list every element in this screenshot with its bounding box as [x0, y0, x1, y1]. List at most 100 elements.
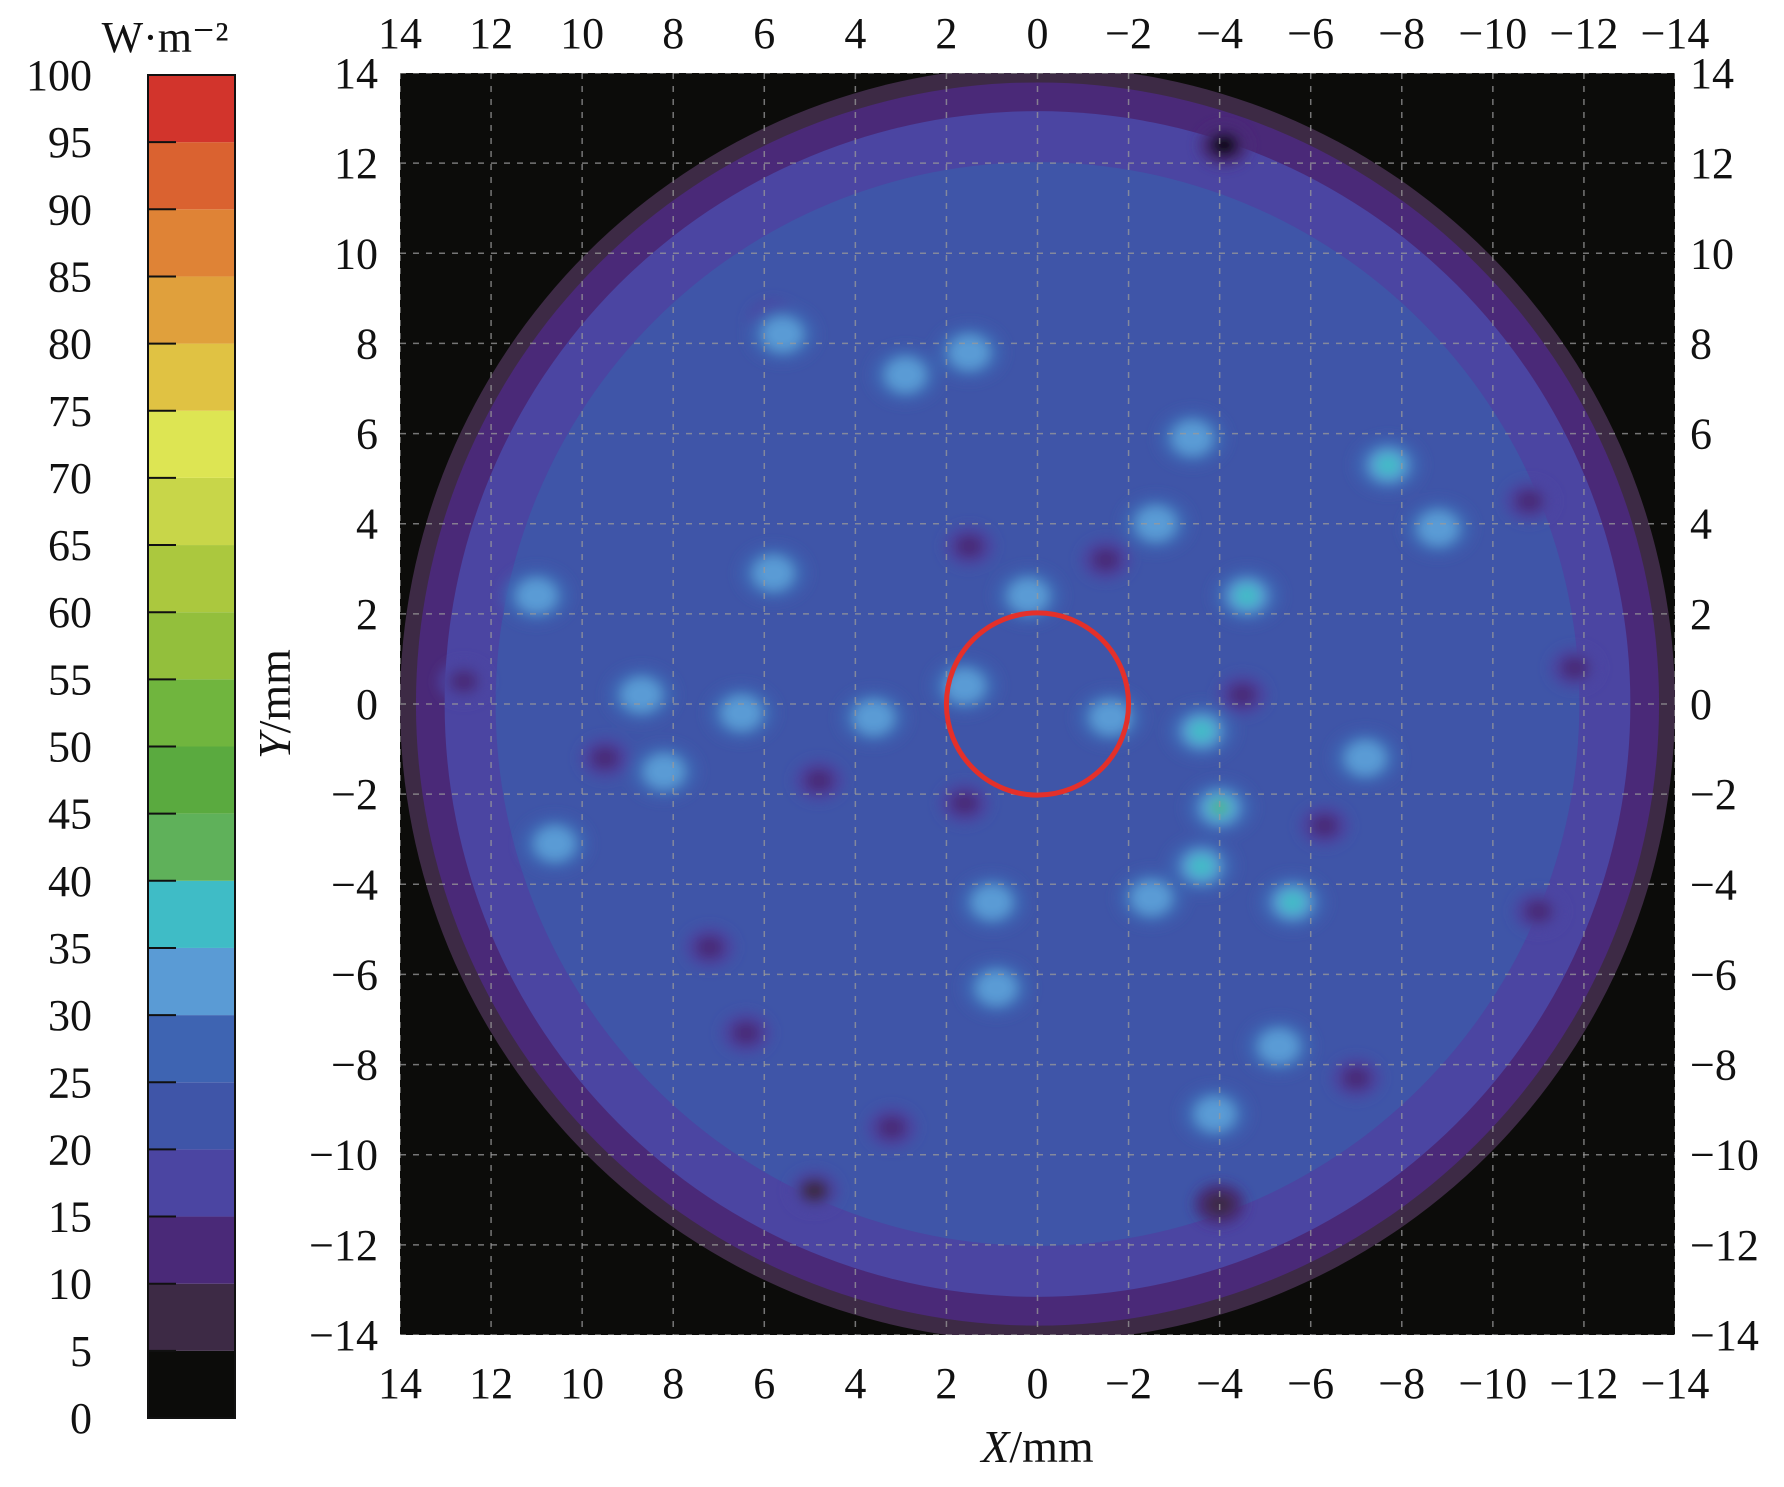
x-tick-label-top: 0: [1027, 9, 1049, 58]
colorbar-band-5: [148, 1015, 235, 1083]
colorbar-band-17: [148, 209, 235, 277]
field-spots: [438, 124, 1600, 1225]
hot-spot: [1007, 578, 1049, 614]
colorbar-tick-label: 20: [48, 1125, 92, 1174]
x-tick-label-bottom: 6: [753, 1359, 775, 1408]
hot-spot: [752, 555, 794, 591]
axis-variable: Y: [249, 729, 300, 759]
y-tick-label-right: −14: [1690, 1311, 1759, 1360]
hot-spot-core: [1235, 585, 1259, 606]
hot-spot-core: [1280, 892, 1305, 913]
colorbar-tick-label: 5: [70, 1327, 92, 1376]
x-tick-label-top: −10: [1458, 9, 1527, 58]
colorbar-band-15: [148, 343, 235, 411]
x-tick-label-top: −6: [1287, 9, 1334, 58]
y-tick-label-left: −10: [309, 1131, 378, 1180]
x-tick-label-bottom: 4: [844, 1359, 866, 1408]
hot-spot: [944, 668, 986, 704]
colorbar-tick-label: 100: [26, 51, 92, 100]
y-tick-label-right: −6: [1690, 950, 1737, 999]
hot-spot: [516, 578, 558, 614]
cool-spot: [1091, 547, 1121, 572]
y-tick-label-right: 14: [1690, 49, 1734, 98]
x-tick-label-bottom: 2: [935, 1359, 957, 1408]
hot-spot-core: [1189, 856, 1214, 877]
y-tick-label-left: −6: [331, 950, 378, 999]
cool-spot: [695, 935, 725, 960]
hot-spot: [1130, 880, 1172, 916]
colorbar-tick-label: 80: [48, 320, 92, 369]
cool-spot: [799, 1178, 829, 1203]
colorbar-band-2: [148, 1216, 235, 1284]
x-axis-title: X/mm: [979, 1421, 1094, 1472]
colorbar-tick-label: 10: [48, 1260, 92, 1309]
y-tick-label-right: 2: [1690, 590, 1712, 639]
x-tick-label-bottom: 8: [662, 1359, 684, 1408]
hot-spot: [1171, 420, 1213, 456]
colorbar-tick-label: 75: [48, 387, 92, 436]
y-tick-label-right: 4: [1690, 500, 1712, 549]
cool-spot: [954, 534, 984, 559]
highlight-circle: [943, 610, 1132, 798]
y-tick-label-left: 10: [334, 229, 378, 278]
y-tick-label-right: −4: [1690, 860, 1737, 909]
x-tick-label-bottom: −14: [1641, 1359, 1710, 1408]
x-tick-label-top: 6: [753, 9, 775, 58]
x-tick-label-top: −14: [1641, 9, 1710, 58]
y-tick-label-right: 6: [1690, 410, 1712, 459]
y-axis-title: Y/mm: [249, 649, 300, 759]
cool-spot: [1227, 683, 1257, 707]
colorbar-band-9: [148, 746, 235, 814]
x-tick-label-top: 8: [662, 9, 684, 58]
x-tick-label-bottom: 12: [469, 1359, 513, 1408]
cool-spot: [804, 768, 834, 793]
y-tick-label-left: −14: [309, 1311, 378, 1360]
hot-spot: [534, 826, 576, 862]
y-tick-label-right: −10: [1690, 1131, 1759, 1180]
hot-spot-core: [1376, 455, 1400, 476]
y-tick-label-left: 14: [334, 49, 378, 98]
x-axis-top-ticks: 14 12 10 8 6 4 2 0 −2 −4 −6 −8 −10 −12 −14: [378, 9, 1709, 58]
colorbar-band-18: [148, 142, 235, 210]
axis-unit: /mm: [249, 649, 300, 734]
hot-spot: [1417, 510, 1459, 546]
colorbar-bands: [148, 75, 235, 1418]
colorbar-tick-label: 15: [48, 1193, 92, 1242]
hot-spot: [1194, 1096, 1236, 1132]
cool-spot: [590, 746, 620, 770]
cool-spot: [1309, 813, 1339, 838]
colorbar-tick-label: 60: [48, 588, 92, 637]
grid-lines: [400, 73, 1675, 1335]
x-tick-label-bottom: −2: [1105, 1359, 1152, 1408]
y-tick-label-left: 2: [356, 590, 378, 639]
colorbar-tick-label: 55: [48, 655, 92, 704]
colorbar-unit-label: W·m⁻²: [102, 13, 229, 62]
y-tick-label-left: 4: [356, 500, 378, 549]
y-tick-label-left: 8: [356, 319, 378, 368]
y-tick-label-left: 12: [334, 139, 378, 188]
colorbar-band-8: [148, 813, 235, 881]
colorbar-band-11: [148, 612, 235, 680]
x-tick-label-bottom: 14: [378, 1359, 422, 1408]
axis-variable: X: [979, 1421, 1011, 1472]
x-tick-label-top: 4: [844, 9, 866, 58]
x-tick-label-bottom: 10: [560, 1359, 604, 1408]
y-tick-label-right: 12: [1690, 139, 1734, 188]
x-tick-label-bottom: −4: [1196, 1359, 1243, 1408]
hot-spot: [976, 970, 1018, 1006]
hot-spot: [1258, 1029, 1300, 1064]
x-tick-label-bottom: −8: [1378, 1359, 1425, 1408]
y-axis-right-ticks: 14 12 10 8 6 4 2 0 −2 −4 −6 −8 −10 −12 −14: [1690, 49, 1759, 1360]
y-tick-label-left: 6: [356, 410, 378, 459]
x-tick-label-bottom: 0: [1027, 1359, 1049, 1408]
y-tick-label-left: −4: [331, 860, 378, 909]
x-tick-label-top: −8: [1378, 9, 1425, 58]
y-axis-left-ticks: 14 12 10 8 6 4 2 0 −2 −4 −6 −8 −10 −12 −14: [309, 49, 378, 1360]
y-tick-label-right: 10: [1690, 229, 1734, 278]
x-tick-label-top: 10: [560, 9, 604, 58]
hot-spot: [971, 885, 1013, 920]
colorbar-band-19: [148, 75, 235, 143]
cool-spot: [950, 791, 980, 815]
y-tick-label-right: 0: [1690, 680, 1712, 729]
colorbar-tick-label: 35: [48, 924, 92, 973]
